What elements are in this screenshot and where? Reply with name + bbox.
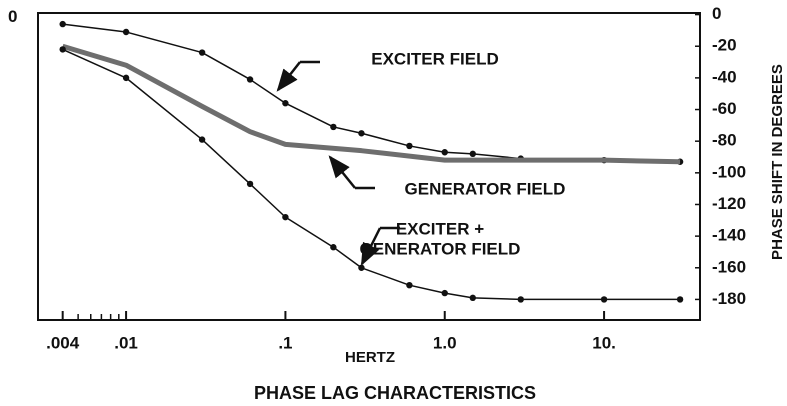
annotation: GENERATOR FIELD (360, 239, 521, 258)
y-tick-label: -160 (712, 257, 746, 276)
point (469, 150, 477, 158)
point (198, 136, 206, 143)
x-tick-label: .004 (46, 333, 80, 352)
x-tick-label: 1.0 (433, 333, 457, 352)
point (282, 213, 289, 221)
point (358, 130, 365, 137)
point (406, 142, 413, 150)
point (469, 294, 477, 302)
y-tick-label: -180 (712, 289, 746, 308)
point (122, 28, 130, 36)
point (59, 20, 66, 28)
series-line (62, 48, 681, 301)
point (122, 74, 130, 82)
y-tick-label: 0 (712, 4, 721, 23)
series-line (62, 23, 681, 163)
point (406, 281, 413, 289)
x-tick-label: .1 (278, 333, 292, 352)
y-axis-label: PHASE SHIFT IN DEGREES (769, 64, 786, 260)
point (246, 76, 254, 83)
y-tick-label: -20 (712, 36, 737, 55)
plot-frame (37, 12, 701, 321)
x-tick-label: 10. (592, 333, 616, 352)
point (330, 244, 337, 251)
annotation-arrow (360, 227, 382, 267)
point (330, 123, 337, 131)
series-line (61, 43, 681, 165)
point (441, 149, 448, 156)
point (358, 264, 365, 271)
x-tick-label: .01 (114, 333, 138, 352)
point (246, 180, 254, 188)
point (517, 296, 524, 303)
y-tick-label: -120 (712, 194, 746, 213)
annotation: EXCITER FIELD (371, 49, 499, 68)
point (441, 289, 448, 297)
x-axis-label: HERTZ (345, 349, 395, 366)
point (676, 296, 684, 303)
annotation-arrow (276, 61, 301, 92)
y-tick-label: -40 (712, 67, 737, 86)
point (600, 296, 608, 303)
y-left-tick-label: 0 (8, 7, 17, 26)
point (282, 100, 289, 107)
y-tick-label: -60 (712, 99, 737, 118)
annotation: EXCITER + (396, 219, 484, 238)
y-tick-label: -140 (712, 226, 746, 245)
annotation: GENERATOR FIELD (405, 179, 566, 198)
annotation-arrow (328, 155, 356, 189)
y-tick-label: -80 (712, 131, 737, 150)
y-tick-label: -100 (712, 162, 746, 181)
chart-title: PHASE LAG CHARACTERISTICS (254, 383, 536, 403)
point (198, 49, 206, 56)
point (59, 46, 66, 53)
